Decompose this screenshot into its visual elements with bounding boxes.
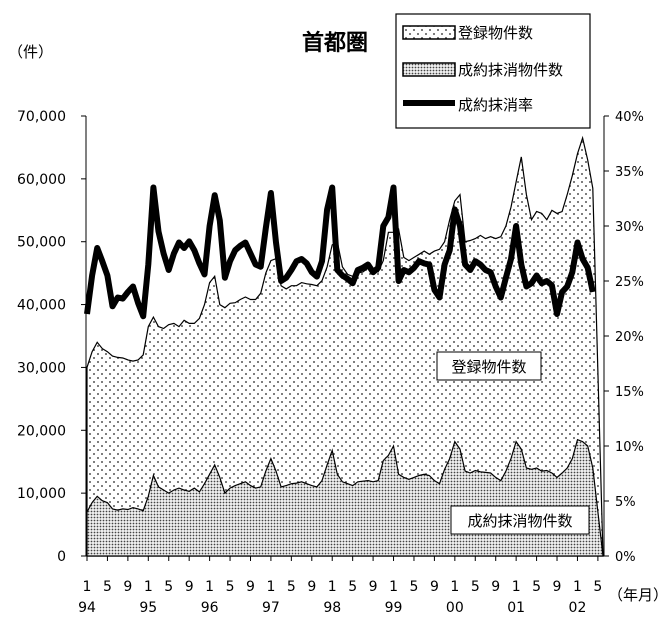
annotation-registered: 登録物件数 [436, 351, 542, 381]
x-month-label: 5 [471, 579, 480, 595]
legend: 登録物件数 成約抹消物件数 成約抹消率 [395, 13, 591, 129]
y-right-tick-label: 25% [615, 275, 644, 290]
x-month-label: 9 [430, 579, 439, 595]
x-month-label: 9 [553, 579, 562, 595]
x-year-label: 99 [385, 600, 403, 616]
y-right-tick-label: 10% [615, 440, 644, 455]
legend-label-contracted: 成約抹消物件数 [458, 61, 563, 79]
x-year-label: 98 [323, 600, 341, 616]
y-right-ticks: 0% 5% 10% 15% 20% 25% 30% 35% 40% [604, 110, 644, 565]
y-left-unit: （件） [8, 43, 53, 61]
y-right-tick-label: 20% [615, 330, 644, 345]
x-month-label: 1 [512, 579, 521, 595]
x-year-label: 96 [201, 600, 219, 616]
x-month-label: 1 [450, 579, 459, 595]
x-unit: （年月） [608, 586, 668, 604]
x-month-label: 9 [491, 579, 500, 595]
x-year-label: 94 [78, 600, 96, 616]
y-left-ticks: 0 10,000 20,000 30,000 40,000 50,000 60,000 70,… [17, 109, 86, 565]
y-right-tick-label: 40% [615, 110, 644, 125]
x-month-label: 5 [287, 579, 296, 595]
annotation-contracted: 成約抹消物件数 [450, 505, 590, 535]
registered-listings-area [86, 135, 604, 557]
x-year-label: 97 [262, 600, 280, 616]
x-year-label: 00 [446, 600, 464, 616]
y-left-tick-label: 0 [57, 549, 66, 565]
x-month-label: 9 [123, 579, 132, 595]
y-left-tick-label: 50,000 [17, 235, 66, 251]
y-left-tick-label: 20,000 [17, 423, 66, 439]
y-right-tick-label: 35% [615, 165, 644, 180]
chart-title: 首都圏 [302, 30, 368, 56]
y-right-tick-label: 0% [615, 550, 636, 565]
x-ticks: 1 5 9 1 5 9 1 5 9 1 5 9 1 5 9 1 5 9 1 5 9 1 5 9 1 594 95 96 97 98 99 00… [78, 556, 602, 616]
contract-rate-line [84, 184, 596, 320]
x-month-label: 1 [83, 579, 92, 595]
x-month-label: 5 [226, 579, 235, 595]
legend-swatch-contracted [402, 62, 456, 77]
y-left-tick-label: 30,000 [17, 360, 66, 376]
x-month-label: 9 [307, 579, 316, 595]
x-month-label: 5 [103, 579, 112, 595]
y-right-tick-label: 5% [615, 495, 636, 510]
x-year-label: 95 [139, 600, 157, 616]
x-year-label: 02 [569, 600, 587, 616]
x-month-label: 1 [328, 579, 337, 595]
plot-area [84, 135, 604, 557]
y-right-tick-label: 30% [615, 220, 644, 235]
y-right-tick-label: 15% [615, 385, 644, 400]
x-month-label: 9 [369, 579, 378, 595]
x-month-label: 5 [593, 579, 602, 595]
x-month-label: 5 [532, 579, 541, 595]
x-month-label: 1 [573, 579, 582, 595]
legend-label-registered: 登録物件数 [458, 24, 533, 42]
x-year-label: 01 [507, 600, 525, 616]
y-left-tick-label: 10,000 [17, 486, 66, 502]
legend-label-rate: 成約抹消率 [458, 96, 533, 114]
x-month-label: 1 [266, 579, 275, 595]
x-month-label: 9 [246, 579, 255, 595]
y-left-tick-label: 70,000 [17, 109, 66, 125]
y-left-tick-label: 60,000 [17, 172, 66, 188]
x-month-label: 1 [205, 579, 214, 595]
x-month-label: 9 [185, 579, 194, 595]
x-month-label: 1 [389, 579, 398, 595]
x-month-label: 1 [144, 579, 153, 595]
x-month-label: 5 [348, 579, 357, 595]
legend-swatch-registered [402, 25, 456, 40]
annotation-contracted-label: 成約抹消物件数 [467, 512, 572, 530]
y-left-tick-label: 40,000 [17, 298, 66, 314]
annotation-registered-label: 登録物件数 [451, 358, 526, 376]
x-month-label: 5 [164, 579, 173, 595]
x-month-label: 5 [410, 579, 419, 595]
